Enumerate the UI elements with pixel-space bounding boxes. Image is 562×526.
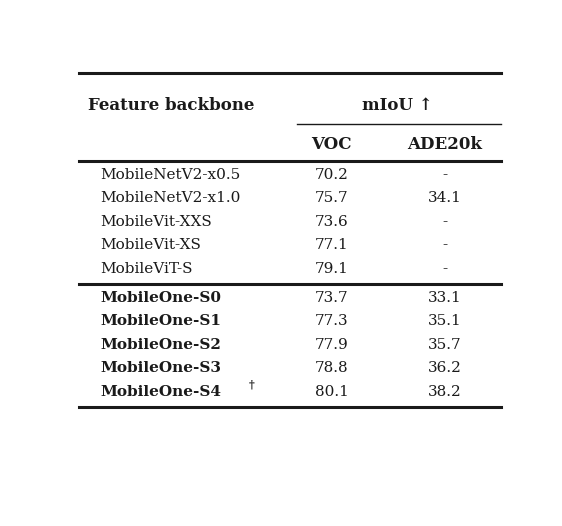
Text: 35.7: 35.7 <box>428 338 461 351</box>
Text: 79.1: 79.1 <box>315 262 348 276</box>
Text: MobileNetV2-x1.0: MobileNetV2-x1.0 <box>101 191 241 205</box>
Text: †: † <box>249 379 255 390</box>
Text: MobileNetV2-x0.5: MobileNetV2-x0.5 <box>101 168 241 182</box>
Text: -: - <box>442 168 447 182</box>
Text: ADE20k: ADE20k <box>407 136 482 153</box>
Text: 35.1: 35.1 <box>428 314 462 328</box>
Text: 77.9: 77.9 <box>315 338 348 351</box>
Text: 70.2: 70.2 <box>315 168 348 182</box>
Text: MobileOne-S0: MobileOne-S0 <box>101 291 222 305</box>
Text: 33.1: 33.1 <box>428 291 462 305</box>
Text: MobileOne-S1: MobileOne-S1 <box>101 314 222 328</box>
Text: MobileViT-S: MobileViT-S <box>101 262 193 276</box>
Text: 80.1: 80.1 <box>315 385 348 399</box>
Text: -: - <box>442 262 447 276</box>
Text: -: - <box>442 238 447 252</box>
Text: Feature backbone: Feature backbone <box>88 97 254 114</box>
Text: 78.8: 78.8 <box>315 361 348 375</box>
Text: 73.7: 73.7 <box>315 291 348 305</box>
Text: 38.2: 38.2 <box>428 385 462 399</box>
Text: MobileOne-S3: MobileOne-S3 <box>101 361 222 375</box>
Text: MobileOne-S2: MobileOne-S2 <box>101 338 221 351</box>
Text: -: - <box>442 215 447 229</box>
Text: 73.6: 73.6 <box>315 215 348 229</box>
Text: 77.3: 77.3 <box>315 314 348 328</box>
Text: VOC: VOC <box>311 136 352 153</box>
Text: MobileOne-S4: MobileOne-S4 <box>101 385 222 399</box>
Text: 77.1: 77.1 <box>315 238 348 252</box>
Text: 75.7: 75.7 <box>315 191 348 205</box>
Text: 34.1: 34.1 <box>428 191 462 205</box>
Text: MobileVit-XXS: MobileVit-XXS <box>101 215 212 229</box>
Text: MobileVit-XS: MobileVit-XS <box>101 238 202 252</box>
Text: 36.2: 36.2 <box>428 361 462 375</box>
Text: mIoU ↑: mIoU ↑ <box>361 97 432 114</box>
